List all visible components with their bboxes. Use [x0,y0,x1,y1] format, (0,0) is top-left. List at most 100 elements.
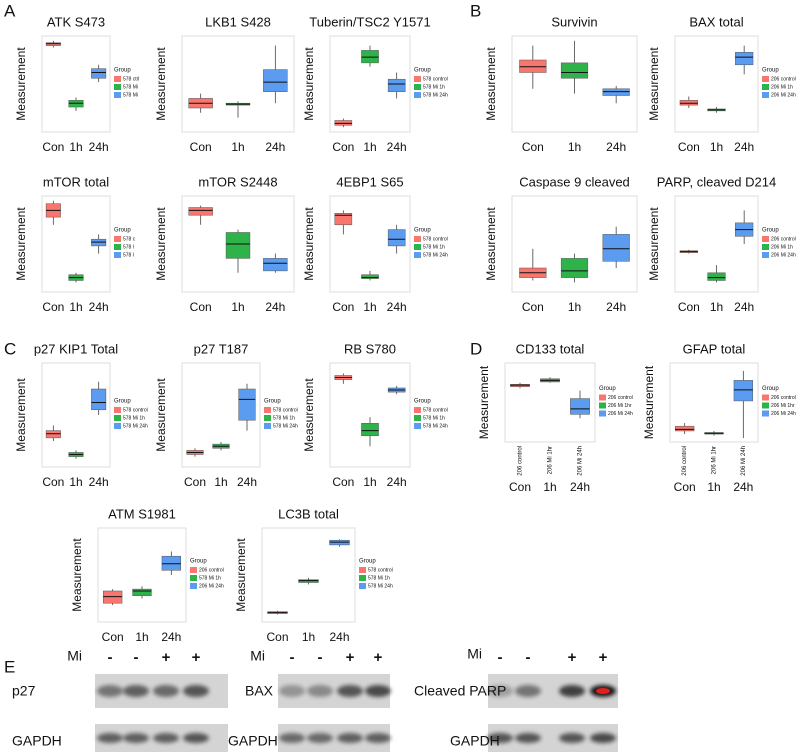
legend-swatch [359,583,366,589]
chart-title: 4EBP1 S65 [336,174,403,189]
blot-band [515,733,541,743]
legend-label: 578 Mi 24h [368,583,393,589]
y-axis-label: Measurement [154,47,168,121]
x-tick-label: Con [674,480,696,494]
blot-band [590,733,616,743]
chart-title: LC3B total [278,506,339,521]
x-tick-label: Con [522,140,544,154]
box [602,234,630,262]
legend-label: 206 control [771,236,796,242]
x-tick-label: 24h [89,300,109,314]
x-tick-label: 1h [69,140,82,154]
legend-swatch [114,244,121,250]
y-axis-label: Measurement [154,378,168,452]
blot-band [279,733,305,743]
box [91,388,107,411]
box [675,425,695,432]
x-tick-label: 24h [734,140,754,154]
legend-swatch [414,415,421,421]
blot-band [337,685,363,697]
legend-swatch [762,402,769,409]
legend-title: Group [264,399,281,405]
legend-swatch [762,410,769,417]
legend-swatch [762,236,769,242]
box [560,62,589,79]
x-sublabel: 206 Mi 24h [578,446,584,476]
blot-band [487,733,513,743]
legend-swatch [599,394,606,401]
x-tick-label: 24h [89,140,109,154]
legend-swatch [762,76,769,82]
legend-label: 578 l [123,252,134,258]
x-tick-label: 24h [89,475,109,489]
chart-title: LKB1 S428 [205,14,271,29]
box [334,213,353,226]
x-tick-label: 24h [387,140,407,154]
legend-label: 578 Mi 1h [423,244,445,250]
box [132,588,152,596]
y-axis-label: Measurement [647,207,661,281]
box [387,229,406,247]
x-tick-label: 24h [606,300,626,314]
x-tick-label: 1h [135,630,148,644]
legend-label: 578 control [368,567,393,573]
legend-swatch [190,567,197,573]
legend-swatch [762,252,769,258]
x-tick-label: 1h [707,480,720,494]
legend-swatch [114,415,121,421]
x-tick-label: 1h [69,475,82,489]
x-tick-label: 24h [734,300,754,314]
chart-title: CD133 total [516,341,585,356]
x-tick-label: Con [678,140,700,154]
legend-label: 578 ctrl [123,76,139,82]
legend-label: 578 Mi 1h [123,415,145,421]
chart-title: RB S780 [344,341,396,356]
legend-swatch [190,575,197,581]
plot-area [674,35,759,133]
legend-label: 206 control [199,567,224,573]
blot-band [123,685,149,697]
x-tick-label: 1h [568,300,581,314]
blot-band [153,685,179,697]
lane-sign: + [162,649,171,666]
chart-title: ATM S1981 [108,506,176,521]
legend-label: 578 Mi 1h [273,415,295,421]
x-tick-label: 24h [265,140,285,154]
legend-swatch [190,583,197,589]
legend-label: 578 Mi 1h [423,84,445,90]
legend-swatch [114,76,121,82]
x-tick-label: 1h [231,140,244,154]
legend-title: Group [359,559,376,565]
blot-row-label: Cleaved PARP [414,683,506,699]
legend-label: 206 control [771,395,796,401]
legend-label: 578 control [423,236,448,242]
box [570,398,590,415]
legend-swatch [114,423,121,429]
legend-label: 206 Mi 24h [608,411,633,417]
y-axis-label: Measurement [484,207,498,281]
y-axis-label: Measurement [647,47,661,121]
y-axis-label: Measurement [14,47,28,121]
legend-label: 206 Mi 1hr [608,403,632,409]
x-sublabel: 206 control [518,446,524,476]
chart-title: p27 KIP1 Total [34,341,118,356]
legend-title: Group [114,399,131,405]
x-tick-label: 24h [733,480,753,494]
x-tick-label: Con [190,140,212,154]
y-axis-label: Measurement [234,538,248,612]
box [733,380,753,402]
lane-sign: - [318,649,323,666]
x-tick-label: 24h [570,480,590,494]
x-tick-label: 24h [265,300,285,314]
legend-label: 206 Mi 24h [771,411,796,417]
x-tick-label: 24h [329,630,349,644]
legend-label: 578 control [273,407,298,413]
panel-label: D [470,339,482,358]
x-tick-label: Con [678,300,700,314]
legend-swatch [264,415,271,421]
blot-band [559,733,585,743]
treatment-label: Mi [467,646,482,662]
lane-sign: + [599,649,608,666]
lane-sign: + [192,649,201,666]
y-axis-label: Measurement [302,378,316,452]
